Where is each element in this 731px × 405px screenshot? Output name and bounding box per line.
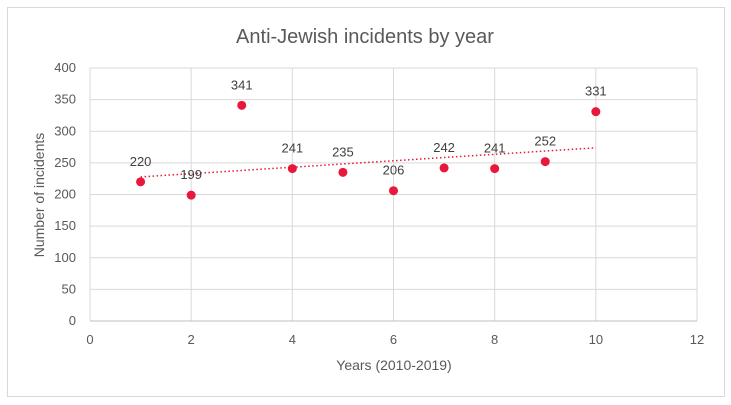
data-point [338,167,348,177]
data-label: 331 [585,84,607,99]
y-tick-label: 250 [54,155,76,170]
data-label: 252 [534,134,556,149]
chart-title: Anti-Jewish incidents by year [236,26,494,48]
x-tick-label: 8 [491,332,498,347]
data-label: 341 [231,77,253,92]
data-point [389,186,398,196]
x-axis-label: Years (2010-2019) [336,357,451,373]
x-tick-label: 10 [589,332,603,347]
x-tick-label: 6 [390,332,397,347]
y-tick-label: 100 [54,250,76,265]
data-label: 242 [433,140,455,155]
y-tick-label: 300 [54,123,76,138]
x-tick-label: 4 [289,332,296,347]
data-point [490,164,500,174]
y-tick-label: 400 [54,60,76,75]
y-tick-label: 0 [69,313,76,328]
y-tick-label: 200 [54,187,76,202]
data-point [287,164,297,174]
data-label: 220 [130,154,152,169]
data-point [591,107,601,117]
y-axis-label: Number of incidents [31,133,47,258]
data-point [186,190,196,200]
y-tick-label: 350 [54,92,76,107]
x-tick-label: 12 [690,332,704,347]
data-label: 241 [484,141,506,156]
x-tick-label: 2 [188,332,195,347]
data-label: 206 [383,163,405,178]
data-points [136,100,601,200]
data-labels: 220 199 341 241 235 206 242 241 252 331 [130,77,607,182]
trendline [140,147,596,178]
y-tick-label: 50 [62,281,76,296]
tick-labels: 0 50 100 150 200 250 300 350 400 0 2 4 6 8 10 12 [54,60,704,347]
chart-frame [7,7,725,397]
data-label: 241 [281,141,303,156]
data-label: 235 [332,144,354,159]
data-point [237,100,247,110]
data-point [540,157,550,167]
data-point [439,163,449,173]
x-tick-label: 0 [86,332,93,347]
data-label: 199 [180,167,202,182]
data-point [136,177,146,187]
y-tick-label: 150 [54,218,76,233]
